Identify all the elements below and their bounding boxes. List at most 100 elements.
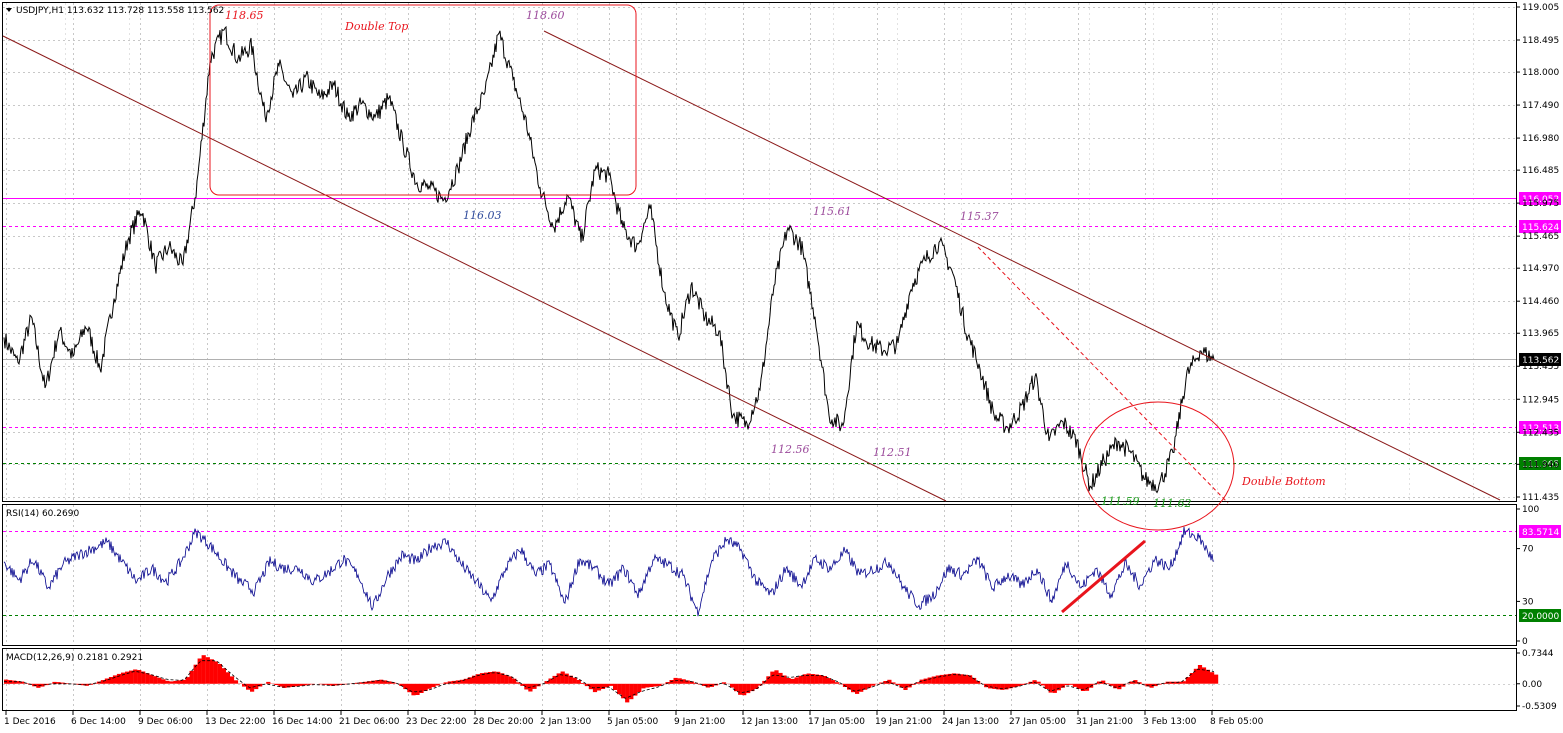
macd-histogram-bar bbox=[137, 670, 142, 684]
double-bottom-ellipse[interactable] bbox=[1081, 401, 1235, 531]
macd-histogram-bar bbox=[419, 683, 424, 693]
drawn-objects bbox=[2, 4, 1501, 614]
macd-histogram-bar bbox=[887, 679, 892, 684]
macd-histogram-bar bbox=[181, 679, 186, 684]
x-tick-label: 24 Jan 13:00 bbox=[942, 717, 999, 727]
macd-histogram-bar bbox=[411, 683, 416, 696]
macd-histogram-bar bbox=[1064, 683, 1069, 686]
macd-histogram-bar bbox=[968, 675, 973, 684]
macd-histogram-bar bbox=[838, 683, 844, 685]
macd-histogram-bar bbox=[209, 659, 214, 684]
macd-y-tick-label: 0.7344 bbox=[1522, 649, 1554, 659]
rsi-level-badge-text: 20.0000 bbox=[1522, 612, 1559, 622]
chart-annotation: 111.62 bbox=[1153, 497, 1192, 510]
macd-histogram-bar bbox=[1068, 683, 1073, 685]
macd-histogram-bar bbox=[947, 673, 952, 684]
chart-annotation: 116.03 bbox=[463, 209, 502, 222]
macd-histogram-bar bbox=[145, 673, 150, 684]
macd-histogram-bar bbox=[851, 683, 856, 693]
macd-histogram-bar bbox=[701, 683, 706, 686]
macd-histogram-bar bbox=[1020, 683, 1025, 685]
macd-histogram-bar bbox=[423, 683, 428, 691]
y-axis-ticks: 119.005 118.495 118.000 117.490 116.980 116.4… bbox=[1516, 3, 1559, 712]
macd-histogram-bar bbox=[427, 683, 432, 689]
level-price-badge-text: 116.052 bbox=[1522, 195, 1559, 205]
macd-histogram-bar bbox=[16, 681, 21, 684]
macd-histogram-bar bbox=[415, 683, 420, 695]
macd-histogram-bar bbox=[855, 683, 860, 694]
macd-histogram-bar bbox=[475, 674, 481, 684]
macd-histogram-bar bbox=[576, 679, 581, 684]
macd-histogram-bar bbox=[653, 683, 658, 687]
macd-histogram-bar bbox=[931, 676, 936, 684]
macd-histogram-bar bbox=[972, 677, 977, 684]
macd-histogram-bar bbox=[342, 683, 347, 685]
macd-histogram-bar bbox=[584, 683, 589, 687]
rsi-series bbox=[3, 526, 1215, 617]
macd-histogram-bar bbox=[758, 683, 763, 686]
chart-annotation: 118.60 bbox=[526, 9, 565, 22]
x-tick-label: 21 Dec 06:00 bbox=[339, 717, 400, 727]
macd-histogram-bar bbox=[955, 673, 961, 684]
macd-histogram-bar bbox=[939, 674, 944, 684]
macd-histogram-bar bbox=[564, 673, 569, 684]
macd-histogram-bar bbox=[524, 683, 529, 690]
rsi-divergence-line[interactable] bbox=[1061, 539, 1146, 614]
macd-histogram-bar bbox=[1189, 673, 1194, 684]
double-top-box[interactable] bbox=[209, 4, 637, 196]
channel-upper-trendline[interactable] bbox=[543, 30, 1501, 501]
macd-histogram-bar bbox=[826, 678, 831, 684]
macd-histogram-bar bbox=[197, 658, 202, 684]
macd-histogram-bar bbox=[399, 683, 404, 686]
macd-histogram-bar bbox=[496, 671, 501, 684]
x-tick-label: 1 Dec 2016 bbox=[4, 717, 56, 727]
macd-histogram-bar bbox=[242, 683, 247, 687]
x-tick-label: 5 Jan 05:00 bbox=[607, 717, 659, 727]
macd-histogram-bar bbox=[742, 683, 747, 696]
macd-histogram-bar bbox=[375, 680, 380, 684]
macd-histogram-bar bbox=[1000, 683, 1005, 690]
macd-histogram-bar bbox=[988, 683, 993, 689]
macd-histogram-bar bbox=[552, 675, 557, 684]
macd-histogram-bar bbox=[1016, 683, 1021, 687]
level-price-badge-text: 115.624 bbox=[1522, 223, 1559, 233]
macd-histogram-bar bbox=[1097, 681, 1102, 684]
level-price-badge-text: 113.562 bbox=[1522, 356, 1559, 366]
macd-y-tick-label: -0.5309 bbox=[1522, 702, 1557, 712]
macd-histogram-bar bbox=[104, 678, 109, 684]
macd-histogram-bar bbox=[1173, 681, 1178, 684]
macd-histogram-bar bbox=[153, 676, 158, 684]
macd-histogram-bar bbox=[149, 674, 154, 684]
channel-lower-trendline[interactable] bbox=[2, 35, 947, 502]
macd-histogram-bar bbox=[1181, 681, 1186, 684]
macd-histogram-bar bbox=[379, 679, 384, 684]
chart-annotation: Double Top bbox=[344, 20, 408, 33]
macd-histogram-bar bbox=[60, 682, 65, 684]
neckline-dashed[interactable] bbox=[977, 246, 1229, 504]
macd-histogram-bar bbox=[274, 683, 279, 685]
macd-histogram-bar bbox=[278, 683, 283, 687]
macd-histogram-bar bbox=[431, 683, 436, 688]
macd-histogram-bar bbox=[1141, 683, 1146, 685]
macd-histogram-bar bbox=[266, 681, 271, 684]
macd-histogram-bar bbox=[657, 683, 662, 686]
level-price-badge-text: 111.965 bbox=[1522, 460, 1559, 470]
macd-histogram-bar bbox=[943, 674, 948, 684]
macd-histogram-bar bbox=[782, 675, 787, 684]
macd-histogram-bar bbox=[129, 670, 134, 684]
macd-histogram-bar bbox=[1048, 683, 1053, 693]
macd-histogram-bar bbox=[899, 683, 904, 688]
macd-histogram-bar bbox=[746, 683, 751, 694]
dropdown-triangle-icon[interactable] bbox=[6, 8, 12, 12]
macd-histogram-bar bbox=[229, 676, 235, 684]
macd-histogram-bar bbox=[367, 681, 372, 684]
macd-signal-line bbox=[4, 660, 1215, 699]
macd-histogram-bar bbox=[951, 673, 956, 684]
macd-histogram-bar bbox=[1040, 683, 1045, 686]
y-tick-label: 113.455 bbox=[1522, 362, 1559, 372]
macd-histogram-bar bbox=[996, 683, 1001, 690]
macd-histogram-bar bbox=[459, 679, 464, 684]
x-tick-label: 28 Dec 20:00 bbox=[473, 717, 534, 727]
macd-histogram-bar bbox=[915, 682, 920, 684]
